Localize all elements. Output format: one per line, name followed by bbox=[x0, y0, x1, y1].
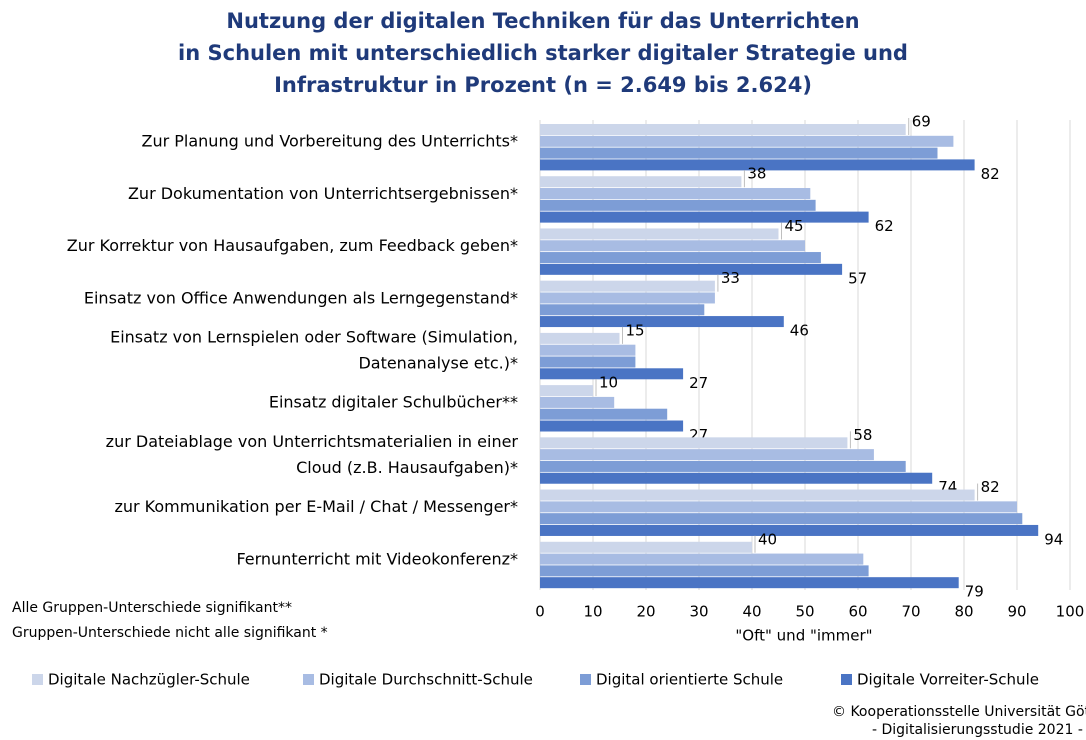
source: © Kooperationsstelle Universität Götting… bbox=[832, 704, 1086, 720]
x-tick-label: 90 bbox=[1007, 603, 1026, 621]
bar bbox=[540, 577, 959, 589]
data-label: 82 bbox=[981, 478, 1000, 496]
y-tick-label: Datenanalyse etc.)* bbox=[358, 354, 518, 373]
chart-title: in Schulen mit unterschiedlich starker d… bbox=[178, 41, 908, 65]
data-label: 46 bbox=[790, 322, 809, 340]
chart-title: Infrastruktur in Prozent (n = 2.649 bis … bbox=[274, 73, 812, 97]
data-label: 33 bbox=[721, 269, 740, 287]
bar bbox=[540, 292, 715, 304]
x-tick-label: 30 bbox=[689, 603, 708, 621]
legend-label: Digitale Vorreiter-Schule bbox=[857, 671, 1039, 689]
x-axis-title: "Oft" und "immer" bbox=[735, 627, 872, 645]
y-tick-label: Zur Dokumentation von Unterrichtsergebni… bbox=[128, 184, 518, 203]
chart-title: Nutzung der digitalen Techniken für das … bbox=[226, 9, 859, 33]
x-tick-label: 40 bbox=[742, 603, 761, 621]
data-label: 57 bbox=[848, 269, 867, 287]
data-label: 40 bbox=[758, 530, 777, 548]
bar bbox=[540, 460, 906, 472]
y-tick-label: zur Dateiablage von Unterrichtsmateriali… bbox=[106, 432, 519, 451]
bar bbox=[540, 159, 975, 171]
y-tick-label: Zur Planung und Vorbereitung des Unterri… bbox=[142, 132, 519, 151]
data-label: 82 bbox=[981, 165, 1000, 183]
bar bbox=[540, 252, 821, 264]
bar bbox=[540, 396, 615, 408]
bar bbox=[540, 513, 1023, 525]
bar bbox=[540, 565, 869, 577]
bar bbox=[540, 280, 715, 292]
bar bbox=[540, 344, 636, 356]
bar bbox=[540, 437, 848, 449]
x-tick-label: 80 bbox=[954, 603, 973, 621]
data-label: 15 bbox=[626, 321, 645, 339]
y-tick-label: Fernunterricht mit Videokonferenz* bbox=[236, 549, 518, 568]
bar bbox=[540, 240, 805, 252]
note: Alle Gruppen-Unterschiede signifikant** bbox=[12, 600, 292, 616]
y-tick-label: Cloud (z.B. Hausaufgaben)* bbox=[296, 458, 518, 477]
bar bbox=[540, 356, 636, 368]
data-label: 38 bbox=[747, 165, 766, 183]
bar bbox=[540, 135, 954, 147]
bar bbox=[540, 553, 864, 565]
bar bbox=[540, 263, 843, 275]
bar bbox=[540, 332, 620, 344]
x-tick-label: 0 bbox=[535, 603, 545, 621]
bar bbox=[540, 489, 975, 501]
legend-label: Digitale Nachzügler-Schule bbox=[48, 671, 250, 689]
data-label: 58 bbox=[853, 426, 872, 444]
legend-label: Digital orientierte Schule bbox=[596, 671, 783, 689]
data-label: 10 bbox=[599, 374, 618, 392]
bar bbox=[540, 385, 593, 397]
bar bbox=[540, 199, 816, 211]
bar bbox=[540, 408, 668, 420]
source: - Digitalisierungsstudie 2021 - bbox=[872, 722, 1083, 738]
bar bbox=[540, 188, 811, 200]
bar bbox=[540, 228, 779, 240]
bar bbox=[540, 472, 933, 484]
bar bbox=[540, 316, 784, 328]
y-tick-label: zur Kommunikation per E-Mail / Chat / Me… bbox=[114, 497, 518, 516]
data-label: 69 bbox=[912, 113, 931, 131]
bar bbox=[540, 449, 874, 461]
bar bbox=[540, 124, 906, 135]
y-tick-label: Einsatz digitaler Schulbücher** bbox=[269, 393, 518, 412]
data-label: 94 bbox=[1044, 530, 1063, 548]
bar bbox=[540, 368, 684, 380]
data-label: 45 bbox=[785, 217, 804, 235]
data-label: 79 bbox=[965, 583, 984, 601]
legend-swatch bbox=[303, 674, 314, 685]
x-tick-label: 70 bbox=[901, 603, 920, 621]
x-tick-label: 20 bbox=[636, 603, 655, 621]
bar bbox=[540, 420, 684, 432]
x-tick-label: 50 bbox=[795, 603, 814, 621]
x-tick-label: 60 bbox=[848, 603, 867, 621]
data-label: 62 bbox=[875, 217, 894, 235]
data-label: 27 bbox=[689, 374, 708, 392]
bar bbox=[540, 524, 1039, 536]
legend-swatch bbox=[841, 674, 852, 685]
bar bbox=[540, 501, 1017, 513]
bar bbox=[540, 541, 752, 553]
note: Gruppen-Unterschiede nicht alle signifik… bbox=[12, 625, 328, 641]
legend-label: Digitale Durchschnitt-Schule bbox=[319, 671, 533, 689]
y-tick-label: Einsatz von Lernspielen oder Software (S… bbox=[110, 328, 518, 347]
bar bbox=[540, 147, 938, 159]
legend-swatch bbox=[32, 674, 43, 685]
y-tick-label: Zur Korrektur von Hausaufgaben, zum Feed… bbox=[67, 236, 518, 255]
bar bbox=[540, 304, 705, 316]
x-tick-label: 10 bbox=[583, 603, 602, 621]
bar bbox=[540, 176, 742, 188]
bar bbox=[540, 211, 869, 223]
x-tick-label: 100 bbox=[1056, 603, 1085, 621]
y-tick-label: Einsatz von Office Anwendungen als Lerng… bbox=[84, 288, 518, 307]
legend-swatch bbox=[580, 674, 591, 685]
